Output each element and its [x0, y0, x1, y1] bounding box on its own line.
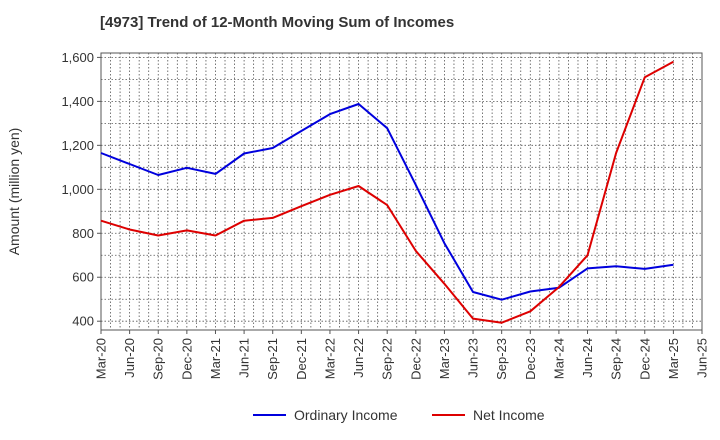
series — [100, 60, 674, 324]
x-tick-label: Dec-20 — [179, 338, 194, 380]
x-tick-label: Mar-25 — [666, 338, 681, 379]
y-tick-label: 400 — [72, 314, 94, 329]
x-tick-label: Jun-23 — [466, 338, 481, 378]
x-tick-label: Dec-21 — [294, 338, 309, 380]
legend: Ordinary Income Net Income — [253, 407, 545, 423]
x-tick-label: Jun-25 — [695, 338, 710, 378]
chart-title: [4973] Trend of 12-Month Moving Sum of I… — [100, 14, 455, 31]
series-line-ordinary-income — [100, 103, 674, 301]
x-tick-label: Mar-23 — [437, 338, 452, 379]
x-axis: Mar-20 Jun-20 Sep-20 Dec-20 Mar-21 Jun-21 Sep-… — [94, 330, 710, 380]
y-tick-label: 600 — [72, 270, 94, 285]
x-tick-label: Sep-23 — [494, 338, 509, 380]
x-tick-label: Jun-20 — [122, 338, 137, 378]
x-tick-label: Dec-24 — [637, 338, 652, 380]
x-tick-label: Sep-21 — [265, 338, 280, 380]
x-tick-label: Jun-24 — [580, 338, 595, 378]
plot-area — [100, 52, 703, 331]
x-tick-label: Sep-22 — [380, 338, 395, 380]
legend-label: Ordinary Income — [294, 407, 398, 423]
series-line-net-income — [100, 60, 674, 324]
x-tick-label: Jun-21 — [237, 338, 252, 378]
x-tick-label: Dec-23 — [523, 338, 538, 380]
x-tick-label: Sep-24 — [609, 338, 624, 380]
x-tick-label: Jun-22 — [351, 338, 366, 378]
grid — [101, 53, 702, 330]
y-tick-label: 800 — [72, 226, 94, 241]
x-tick-label: Mar-22 — [322, 338, 337, 379]
y-tick-label: 1,200 — [61, 138, 94, 153]
x-tick-label: Sep-20 — [151, 338, 166, 380]
x-tick-label: Dec-22 — [408, 338, 423, 380]
x-tick-label: Mar-20 — [94, 338, 109, 379]
y-axis-label: Amount (million yen) — [6, 128, 22, 256]
y-tick-label: 1,400 — [61, 94, 94, 109]
y-tick-label: 1,000 — [61, 182, 94, 197]
y-tick-label: 1,600 — [61, 50, 94, 65]
x-tick-label: Mar-21 — [208, 338, 223, 379]
x-tick-label: Mar-24 — [551, 338, 566, 379]
y-axis: 400 600 800 1,000 1,200 1,400 1,600 — [61, 50, 101, 329]
legend-label: Net Income — [473, 407, 545, 423]
